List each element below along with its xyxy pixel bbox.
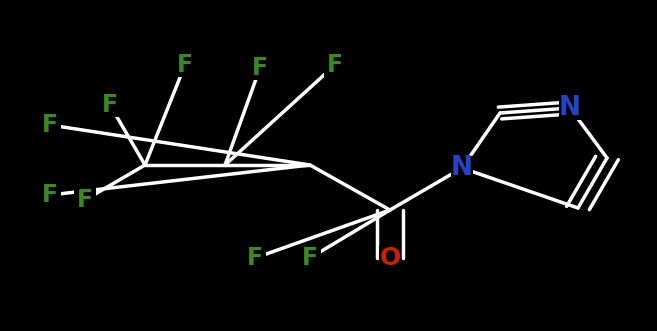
FancyBboxPatch shape <box>300 246 321 269</box>
FancyBboxPatch shape <box>175 53 196 76</box>
Text: O: O <box>379 246 401 270</box>
FancyBboxPatch shape <box>74 188 95 212</box>
FancyBboxPatch shape <box>244 246 265 269</box>
FancyBboxPatch shape <box>39 114 60 137</box>
Text: F: F <box>247 246 263 270</box>
FancyBboxPatch shape <box>39 183 60 207</box>
FancyBboxPatch shape <box>560 96 581 119</box>
Text: F: F <box>252 56 268 80</box>
FancyBboxPatch shape <box>325 53 346 76</box>
Text: F: F <box>42 113 58 137</box>
Text: F: F <box>302 246 318 270</box>
Text: N: N <box>451 155 473 181</box>
FancyBboxPatch shape <box>99 93 120 117</box>
Text: F: F <box>77 188 93 212</box>
FancyBboxPatch shape <box>380 246 401 269</box>
Text: F: F <box>177 53 193 77</box>
FancyBboxPatch shape <box>451 157 472 180</box>
Text: F: F <box>327 53 343 77</box>
FancyBboxPatch shape <box>250 56 271 79</box>
Text: F: F <box>102 93 118 117</box>
Text: N: N <box>559 95 581 121</box>
Text: F: F <box>42 183 58 207</box>
